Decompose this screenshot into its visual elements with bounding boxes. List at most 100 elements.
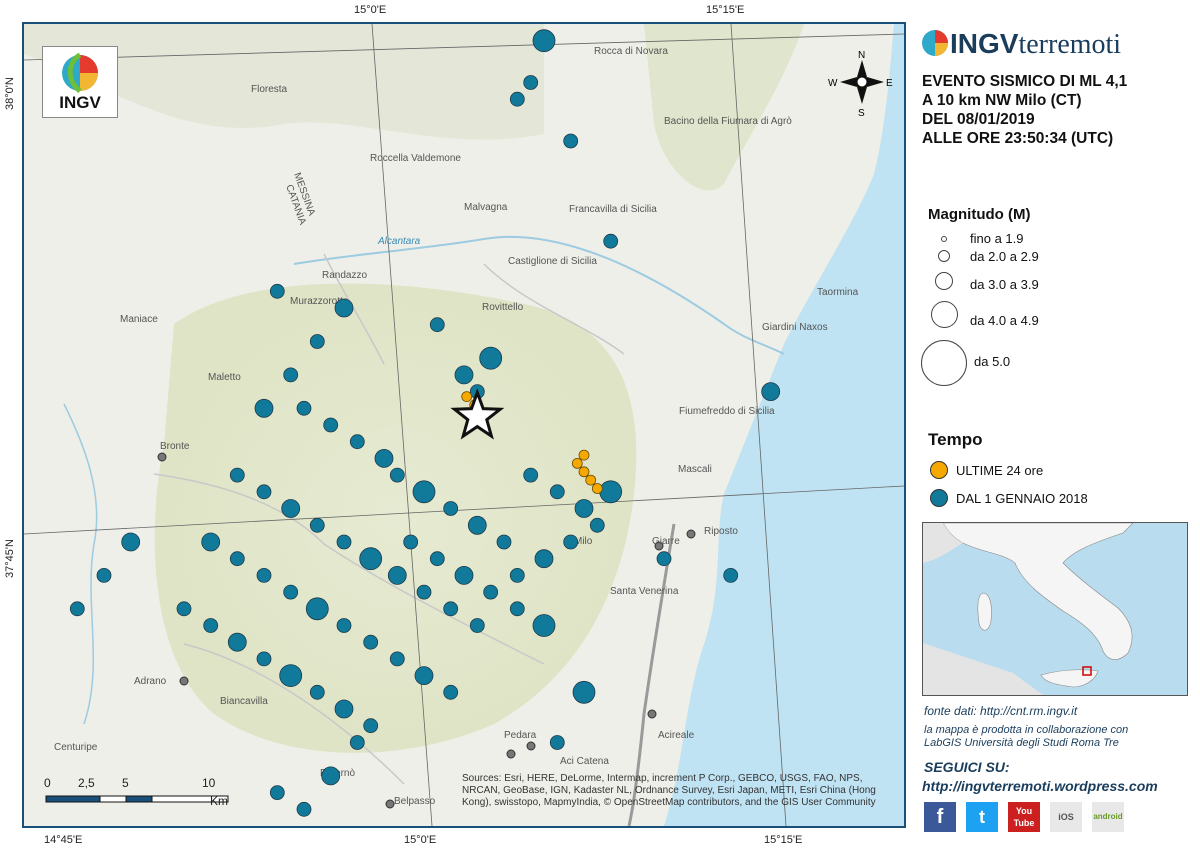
event-since-2018[interactable] [563, 534, 579, 550]
event-since-2018[interactable] [549, 735, 565, 750]
data-source-link[interactable]: fonte dati: http://cnt.rm.ingv.it [924, 704, 1078, 718]
event-recent-24h[interactable] [461, 391, 473, 403]
event-since-2018[interactable] [523, 75, 539, 90]
event-since-2018[interactable] [509, 601, 525, 617]
event-since-2018[interactable] [443, 501, 459, 516]
event-since-2018[interactable] [203, 618, 219, 633]
event-since-2018[interactable] [349, 735, 365, 750]
event-since-2018[interactable] [469, 618, 485, 633]
event-since-2018[interactable] [69, 601, 85, 617]
event-since-2018[interactable] [336, 618, 352, 633]
event-since-2018[interactable] [227, 632, 247, 652]
event-since-2018[interactable] [334, 699, 354, 719]
event-since-2018[interactable] [296, 400, 312, 416]
road [323, 253, 385, 365]
event-since-2018[interactable] [656, 551, 672, 567]
place-label: Castiglione di Sicilia [508, 256, 597, 267]
event-since-2018[interactable] [549, 484, 565, 500]
place-label: Centuripe [54, 742, 98, 753]
event-since-2018[interactable] [483, 584, 499, 600]
event-since-2018[interactable] [321, 766, 341, 786]
event-since-2018[interactable] [389, 467, 405, 483]
event-since-2018[interactable] [454, 365, 474, 385]
event-since-2018[interactable] [572, 680, 596, 704]
event-since-2018[interactable] [229, 467, 245, 483]
compass-n: N [858, 50, 865, 61]
event-recent-24h[interactable] [578, 449, 590, 461]
place-label: Floresta [251, 84, 288, 95]
event-recent-24h[interactable] [591, 483, 603, 494]
event-since-2018[interactable] [429, 551, 445, 567]
event-since-2018[interactable] [269, 283, 285, 299]
event-since-2018[interactable] [359, 547, 383, 571]
event-since-2018[interactable] [761, 382, 781, 402]
event-since-2018[interactable] [305, 597, 329, 621]
event-since-2018[interactable] [336, 534, 352, 550]
event-since-2018[interactable] [256, 651, 272, 667]
youtube-icon[interactable]: You Tube [1008, 802, 1040, 832]
event-since-2018[interactable] [443, 684, 459, 700]
event-recent-24h[interactable] [578, 466, 590, 478]
event-since-2018[interactable] [256, 568, 272, 583]
event-since-2018[interactable] [467, 515, 487, 535]
event-since-2018[interactable] [723, 568, 739, 583]
event-since-2018[interactable] [349, 434, 365, 450]
twitter-icon[interactable]: t [966, 802, 998, 832]
event-since-2018[interactable] [283, 584, 299, 600]
event-since-2018[interactable] [523, 467, 539, 483]
event-since-2018[interactable] [429, 317, 445, 333]
event-since-2018[interactable] [309, 517, 325, 533]
mainshock-star-icon[interactable] [450, 388, 505, 440]
event-since-2018[interactable] [403, 534, 419, 550]
blog-link[interactable]: http://ingvterremoti.wordpress.com [922, 778, 1158, 794]
event-since-2018[interactable] [334, 298, 354, 318]
event-since-2018[interactable] [454, 566, 474, 585]
event-since-2018[interactable] [534, 549, 554, 569]
facebook-icon[interactable]: f [924, 802, 956, 832]
event-since-2018[interactable] [574, 499, 594, 518]
event-since-2018[interactable] [363, 634, 379, 650]
event-since-2018[interactable] [479, 346, 503, 370]
event-since-2018[interactable] [121, 532, 141, 552]
event-recent-24h[interactable] [571, 457, 583, 469]
event-since-2018[interactable] [603, 233, 619, 249]
event-since-2018[interactable] [443, 601, 459, 617]
event-since-2018[interactable] [563, 133, 579, 149]
android-icon[interactable]: android [1092, 802, 1124, 832]
event-since-2018[interactable] [389, 651, 405, 667]
event-since-2018[interactable] [309, 334, 325, 349]
apple-ios-icon[interactable]: iOS [1050, 802, 1082, 832]
event-since-2018[interactable] [496, 534, 512, 550]
event-since-2018[interactable] [229, 551, 245, 567]
event-recent-24h[interactable] [585, 474, 597, 486]
event-since-2018[interactable] [176, 601, 192, 617]
event-since-2018[interactable] [254, 398, 274, 418]
event-since-2018[interactable] [309, 684, 325, 700]
event-since-2018[interactable] [532, 614, 556, 637]
event-since-2018[interactable] [323, 417, 339, 433]
ionian-sea [664, 24, 904, 826]
event-since-2018[interactable] [201, 532, 221, 552]
event-since-2018[interactable] [283, 367, 299, 383]
recent-event-swatch [930, 461, 948, 479]
place-label: Randazzo [322, 270, 367, 281]
event-since-2018[interactable] [387, 566, 407, 585]
event-since-2018[interactable] [509, 91, 525, 107]
event-since-2018[interactable] [374, 448, 394, 468]
event-since-2018[interactable] [363, 718, 379, 734]
event-since-2018[interactable] [599, 480, 623, 504]
event-since-2018[interactable] [256, 484, 272, 500]
event-since-2018[interactable] [296, 801, 312, 817]
event-since-2018[interactable] [281, 499, 301, 518]
epicenter-map[interactable]: Floresta Roccella Valdemone Malvagna Fra… [22, 22, 906, 828]
event-since-2018[interactable] [279, 664, 303, 687]
event-since-2018[interactable] [414, 666, 434, 685]
event-since-2018[interactable] [96, 568, 112, 583]
event-since-2018[interactable] [589, 517, 605, 533]
place-label: Pedara [504, 730, 537, 741]
event-since-2018[interactable] [509, 568, 525, 583]
event-since-2018[interactable] [412, 480, 436, 504]
event-since-2018[interactable] [416, 584, 432, 600]
event-since-2018[interactable] [532, 29, 556, 53]
event-since-2018[interactable] [269, 785, 285, 800]
